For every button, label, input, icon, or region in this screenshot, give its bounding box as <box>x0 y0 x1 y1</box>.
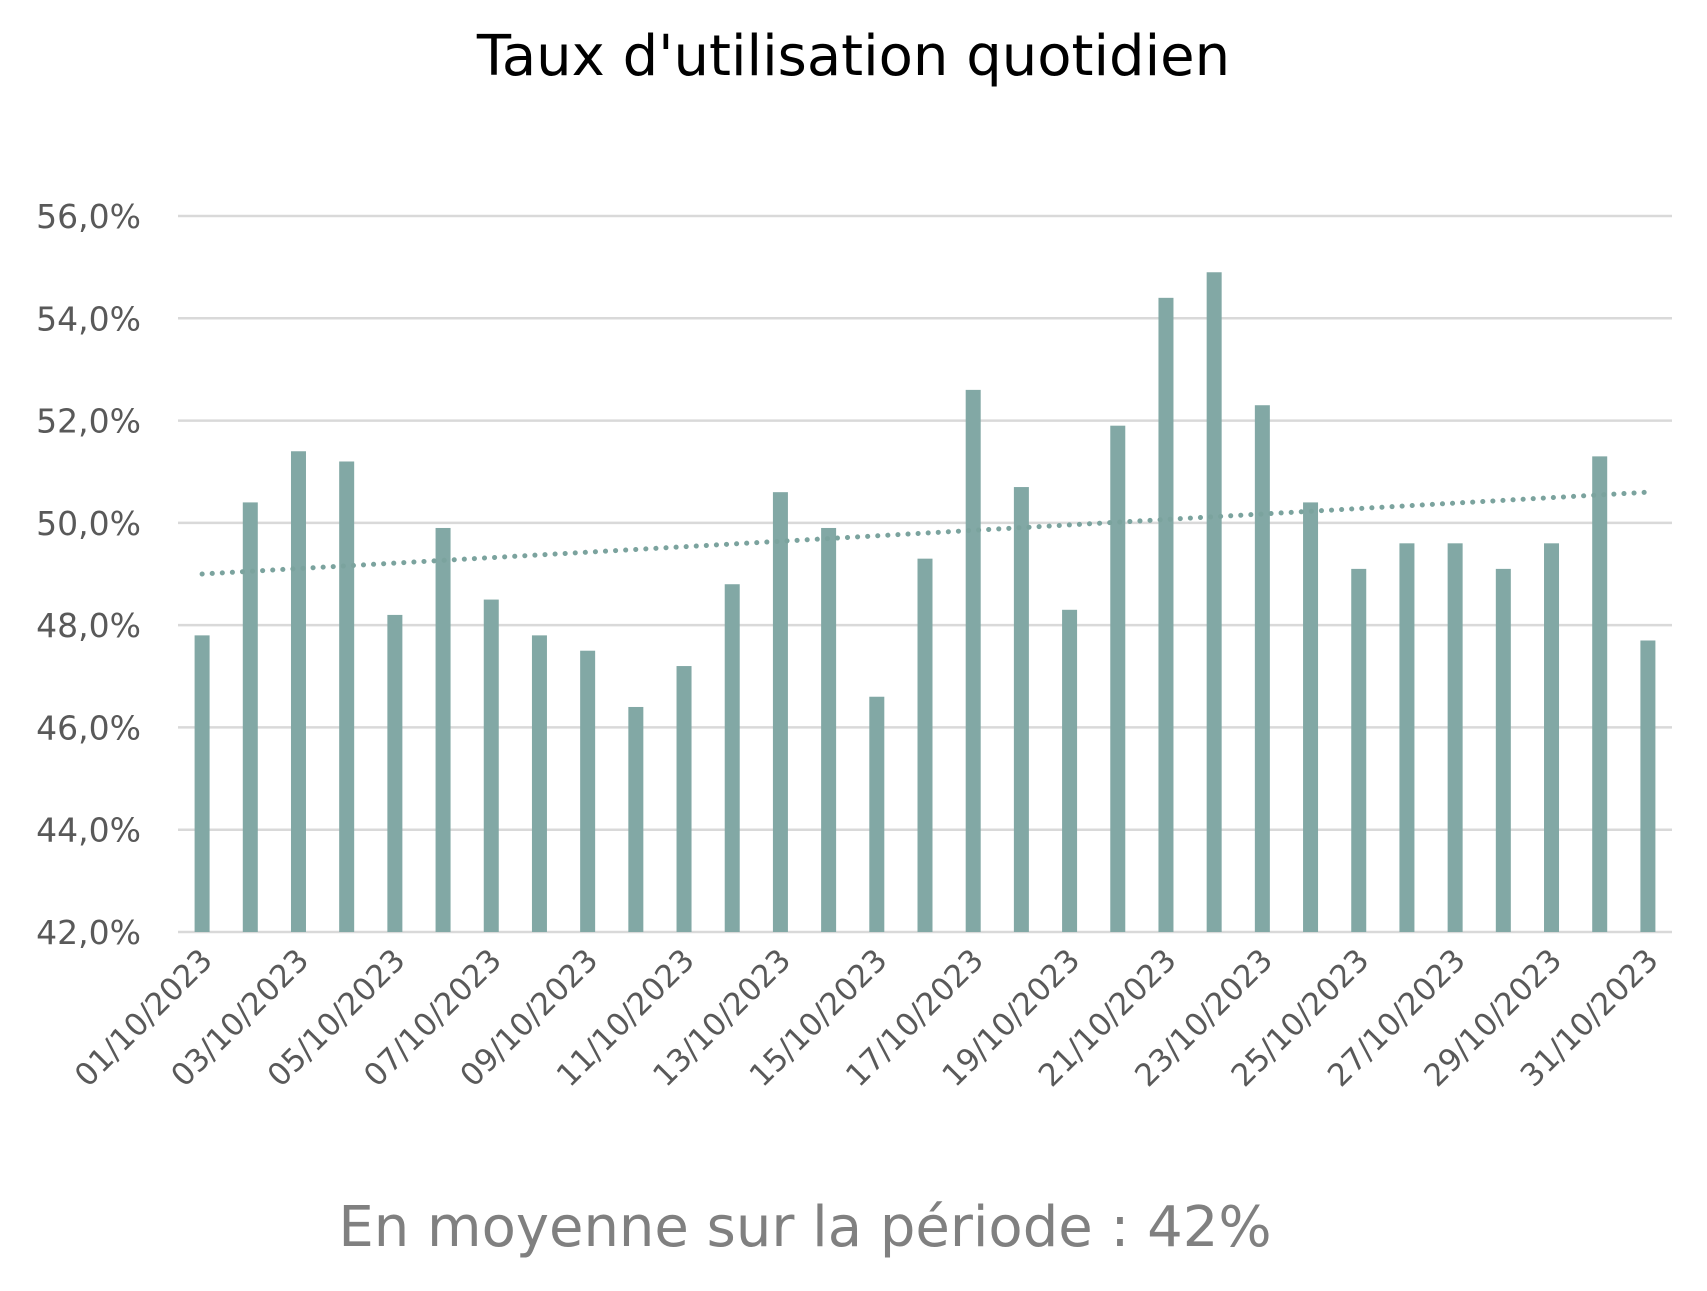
bar <box>917 558 933 932</box>
y-tick-label: 52,0% <box>36 402 141 441</box>
bar <box>965 389 981 932</box>
y-tick-label: 46,0% <box>36 708 141 747</box>
bar <box>242 502 258 932</box>
bar <box>1592 456 1608 932</box>
chart-title: Taux d'utilisation quotidien <box>476 24 1231 89</box>
bar <box>724 584 740 932</box>
bar <box>435 527 451 932</box>
trendline-group <box>199 489 1651 577</box>
x-axis-ticks: 01/10/202303/10/202305/10/202307/10/2023… <box>68 942 1666 1094</box>
bar <box>628 706 644 932</box>
bar <box>387 614 403 932</box>
bar <box>290 451 306 932</box>
bar <box>676 666 692 932</box>
bar <box>580 650 596 932</box>
y-axis-ticks: 42,0% 44,0% 46,0% 48,0% 50,0% 52,0% 54,0% 56,0% <box>36 197 141 952</box>
average-note: En moyenne sur la période : 42% <box>338 1195 1272 1260</box>
bar <box>339 461 355 932</box>
bar <box>1013 487 1029 932</box>
bar <box>1303 502 1319 932</box>
bar <box>1544 543 1560 932</box>
bar <box>1447 543 1463 932</box>
bar <box>1062 609 1078 932</box>
y-tick-label: 48,0% <box>36 606 141 645</box>
bar <box>1495 568 1511 932</box>
bar <box>194 635 210 932</box>
bar <box>821 527 837 932</box>
y-tick-label: 54,0% <box>36 299 141 338</box>
bar <box>1110 425 1126 932</box>
bar <box>531 635 547 932</box>
y-tick-label: 50,0% <box>36 504 141 543</box>
bar <box>869 696 885 932</box>
y-tick-label: 56,0% <box>36 197 141 236</box>
bars <box>194 272 1656 932</box>
bar <box>772 492 788 932</box>
bar <box>1254 405 1270 932</box>
bar <box>1399 543 1415 932</box>
y-tick-label: 42,0% <box>36 913 141 952</box>
bar <box>1206 272 1222 932</box>
bar <box>1640 640 1656 932</box>
trendline <box>199 489 1651 577</box>
y-tick-label: 44,0% <box>36 811 141 850</box>
bar <box>483 599 499 932</box>
bar <box>1351 568 1367 932</box>
bar <box>1158 297 1174 932</box>
